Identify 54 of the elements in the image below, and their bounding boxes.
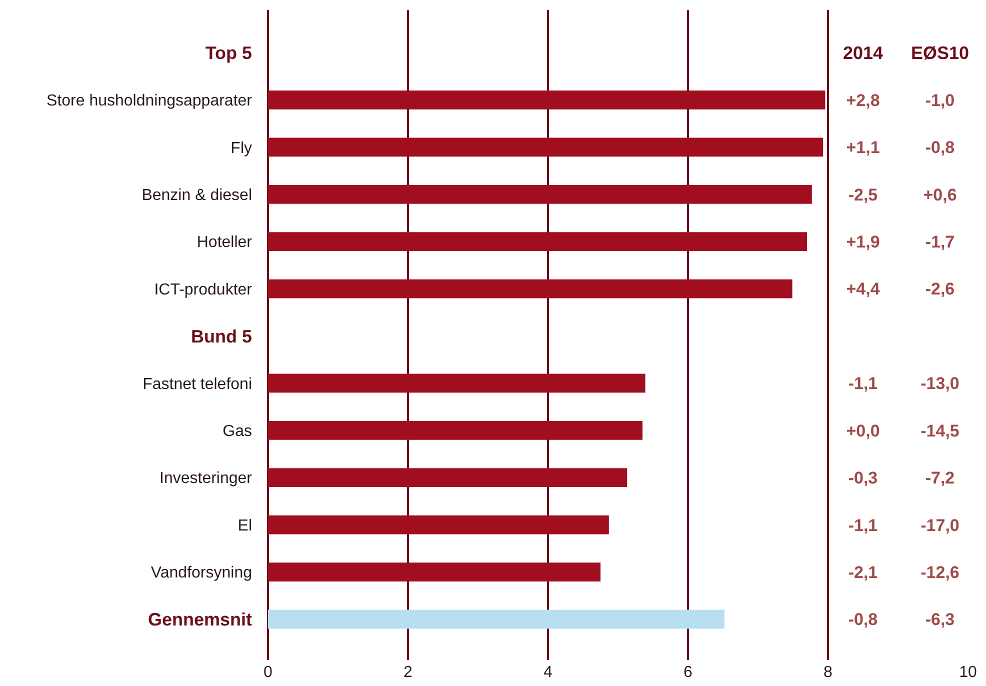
annotation: +4,4 xyxy=(846,280,880,299)
bar xyxy=(268,184,812,204)
annotation: EØS10 xyxy=(910,43,970,64)
bar xyxy=(268,610,724,629)
annotation: +0,0 xyxy=(846,421,880,440)
x-tick-label: 10 xyxy=(959,664,977,681)
annotation: -0,8 xyxy=(925,138,955,158)
x-tick-label: 4 xyxy=(544,664,553,681)
y-tick-label: Gas xyxy=(222,423,252,440)
x-tick-label: 2 xyxy=(404,664,413,681)
bar xyxy=(268,468,628,488)
bar xyxy=(268,562,600,582)
y-tick-label: ICT-produkter xyxy=(154,281,253,298)
bar xyxy=(268,374,646,393)
bar xyxy=(268,138,824,157)
y-tick-label: Vandforsyning xyxy=(150,564,252,582)
annotation: -2,5 xyxy=(848,185,878,204)
bar xyxy=(268,232,807,252)
y-tick-label: Bund 5 xyxy=(191,326,252,346)
annotation: -17,0 xyxy=(920,516,960,535)
y-tick-label: Store husholdningsapparater xyxy=(46,92,253,110)
annotation: -1,0 xyxy=(925,90,955,110)
annotation: -7,2 xyxy=(925,468,955,488)
y-tick-label: Fastnet telefoni xyxy=(142,376,252,393)
x-tick-label: 6 xyxy=(684,664,693,681)
annotation: -1,7 xyxy=(925,232,955,252)
x-tick-label: 8 xyxy=(824,664,833,681)
annotation: -2,1 xyxy=(848,562,878,582)
annotation: -1,1 xyxy=(848,516,878,535)
bar xyxy=(268,515,609,534)
annotation: +0,6 xyxy=(923,185,957,204)
annotation: +1,9 xyxy=(846,232,880,252)
annotation: -12,6 xyxy=(920,562,960,582)
y-tick-label: Benzin & diesel xyxy=(142,186,252,204)
annotation: -2,6 xyxy=(925,280,955,299)
y-tick-label: Top 5 xyxy=(205,43,252,64)
annotation: -0,3 xyxy=(848,468,878,488)
annotation: -6,3 xyxy=(925,610,955,630)
y-tick-label: El xyxy=(238,517,252,534)
annotation: +2,8 xyxy=(846,90,880,110)
y-tick-label: Gennemsnit xyxy=(148,610,252,630)
annotation: 2014 xyxy=(842,43,884,64)
annotation: -13,0 xyxy=(920,374,960,394)
y-tick-label: Hoteller xyxy=(196,234,253,252)
bar xyxy=(268,420,642,440)
x-tick-label: 0 xyxy=(264,664,273,681)
annotation: +1,1 xyxy=(846,138,880,158)
bar xyxy=(268,279,792,298)
annotation: -0,8 xyxy=(848,610,878,630)
annotation: -1,1 xyxy=(848,374,878,394)
y-tick-label: Investeringer xyxy=(160,470,253,488)
bar xyxy=(268,90,826,110)
annotation: -14,5 xyxy=(920,421,960,440)
y-tick-label: Fly xyxy=(230,140,252,157)
